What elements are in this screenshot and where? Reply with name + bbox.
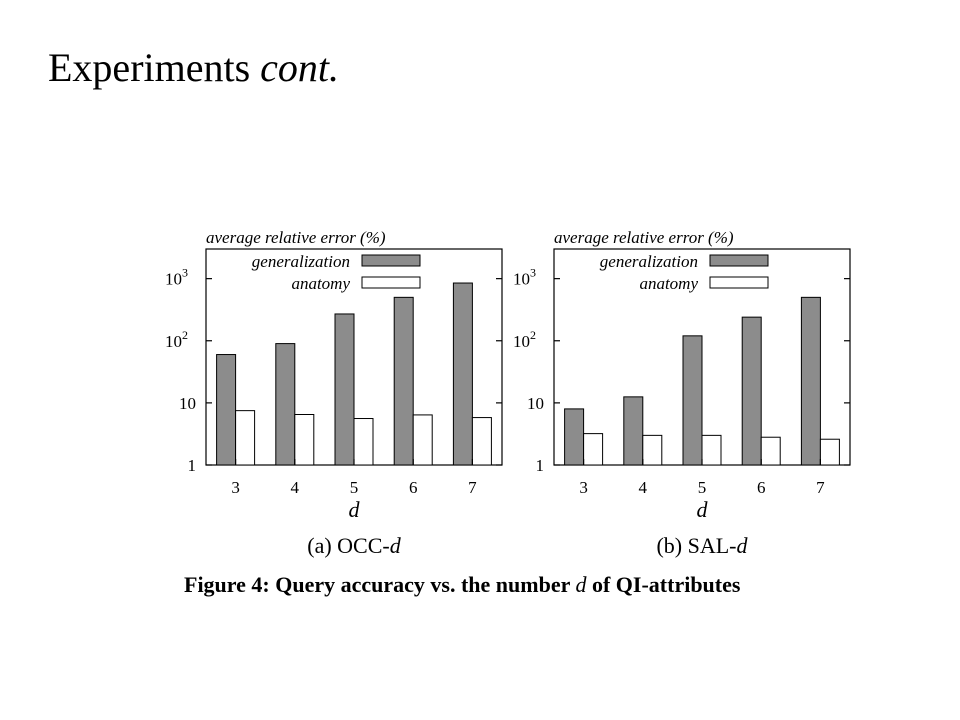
x-tick-label: 5 bbox=[698, 478, 707, 497]
anatomy-bar bbox=[412, 414, 433, 466]
x-tick-label: 5 bbox=[350, 478, 359, 497]
anatomy-bar bbox=[760, 436, 781, 466]
caption-suffix: of QI-attributes bbox=[591, 572, 741, 597]
generalization-bar bbox=[216, 354, 237, 466]
anatomy-bar bbox=[583, 433, 604, 466]
y-tick-label: 103 bbox=[513, 266, 536, 289]
x-tick-label: 7 bbox=[816, 478, 825, 497]
y-axis-label: average relative error (%) bbox=[554, 228, 734, 247]
y-tick-label: 10 bbox=[179, 394, 196, 413]
x-axis-label: d bbox=[697, 497, 709, 522]
anatomy-bar bbox=[235, 410, 256, 466]
anatomy-bar bbox=[294, 414, 315, 466]
y-tick-label: 103 bbox=[165, 266, 188, 289]
anatomy-bar bbox=[819, 438, 840, 466]
y-tick-label: 10 bbox=[527, 394, 544, 413]
generalization-bar bbox=[275, 343, 296, 466]
anatomy-bar bbox=[471, 417, 492, 466]
slide-title-main: Experiments bbox=[48, 45, 251, 90]
y-tick-label: 1 bbox=[536, 456, 545, 475]
y-tick-label: 1 bbox=[188, 456, 197, 475]
legend-swatch bbox=[361, 254, 421, 267]
x-tick-label: 4 bbox=[291, 478, 300, 497]
legend-label: anatomy bbox=[639, 274, 698, 293]
x-axis-label: d bbox=[349, 497, 361, 522]
legend-label: generalization bbox=[600, 252, 698, 271]
legend-swatch bbox=[709, 276, 769, 289]
legend-swatch bbox=[361, 276, 421, 289]
figure-caption: Figure 4: Query accuracy vs. the number … bbox=[184, 572, 740, 598]
generalization-bar bbox=[393, 296, 414, 466]
generalization-bar bbox=[800, 296, 821, 466]
legend-label: anatomy bbox=[291, 274, 350, 293]
x-tick-label: 6 bbox=[409, 478, 418, 497]
y-axis-label: average relative error (%) bbox=[206, 228, 386, 247]
x-tick-label: 6 bbox=[757, 478, 766, 497]
anatomy-bar bbox=[353, 418, 374, 466]
generalization-bar bbox=[564, 408, 585, 466]
generalization-bar bbox=[452, 282, 473, 466]
x-tick-label: 3 bbox=[579, 478, 588, 497]
generalization-bar bbox=[623, 396, 644, 466]
caption-variable: d bbox=[575, 572, 587, 597]
slide-title-italic: cont. bbox=[260, 45, 340, 90]
generalization-bar bbox=[741, 316, 762, 466]
legend-label: generalization bbox=[252, 252, 350, 271]
x-tick-label: 3 bbox=[231, 478, 240, 497]
generalization-bar bbox=[334, 313, 355, 466]
slide-title: Experiments cont. bbox=[48, 44, 339, 91]
legend-swatch bbox=[709, 254, 769, 267]
chart-subtitle: (a) OCC-d bbox=[307, 533, 401, 558]
anatomy-bar bbox=[642, 434, 663, 466]
x-tick-label: 7 bbox=[468, 478, 477, 497]
y-tick-label: 102 bbox=[513, 328, 536, 351]
generalization-bar bbox=[682, 335, 703, 466]
y-tick-label: 102 bbox=[165, 328, 188, 351]
caption-prefix: Figure 4: Query accuracy vs. the number bbox=[184, 572, 570, 597]
x-tick-label: 4 bbox=[639, 478, 648, 497]
chart-subtitle: (b) SAL-d bbox=[656, 533, 748, 558]
anatomy-bar bbox=[701, 434, 722, 466]
